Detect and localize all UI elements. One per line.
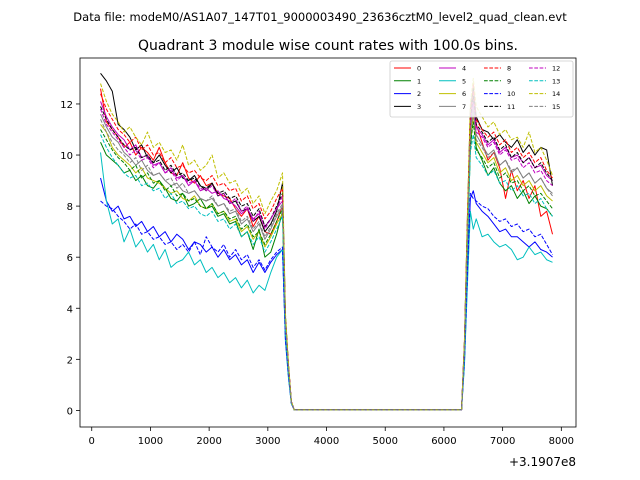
axes-background [80, 58, 576, 427]
y-tick-label: 4 [67, 304, 73, 315]
x-axis: 0 1000 2000 3000 4000 5000 6000 7000 8000 [89, 427, 574, 447]
x-tick-label: 8000 [549, 436, 574, 447]
y-tick-label: 8 [67, 202, 73, 213]
axes-frame [79, 57, 577, 428]
series-line-15 [100, 111, 553, 411]
legend-label-3: 3 [417, 103, 421, 111]
plot-area [79, 57, 577, 428]
y-tick-label: 2 [67, 355, 73, 366]
y-tick-label: 6 [67, 253, 73, 264]
y-tick-label: 10 [60, 151, 73, 162]
x-offset-label: +3.1907e8 [509, 455, 576, 469]
y-tick-label: 12 [60, 100, 73, 111]
x-tick-label: 3000 [255, 436, 280, 447]
legend-label-9: 9 [507, 77, 511, 85]
legend-label-10: 10 [507, 90, 515, 98]
legend-label-5: 5 [462, 77, 466, 85]
chart-title: Quadrant 3 module wise count rates with … [138, 38, 518, 54]
x-tick-label: 7000 [490, 436, 515, 447]
legend-label-8: 8 [507, 65, 511, 73]
legend-label-15: 15 [552, 103, 560, 111]
legend-label-4: 4 [462, 65, 466, 73]
x-tick-label: 2000 [196, 436, 221, 447]
suptitle: Data file: modeM0/AS1A07_147T01_90000034… [73, 10, 567, 24]
x-tick-label: 0 [89, 436, 95, 447]
legend-frame [389, 60, 574, 118]
x-tick-label: 6000 [431, 436, 456, 447]
x-tick-label: 4000 [314, 436, 339, 447]
legend-label-11: 11 [507, 103, 515, 111]
legend-label-0: 0 [417, 65, 421, 73]
legend-label-12: 12 [552, 65, 560, 73]
y-tick-label: 0 [67, 406, 73, 417]
legend-label-7: 7 [462, 103, 466, 111]
legend-label-1: 1 [417, 77, 421, 85]
legend-label-13: 13 [552, 77, 560, 85]
x-tick-label: 1000 [138, 436, 163, 447]
x-tick-label: 5000 [373, 436, 398, 447]
legend-label-6: 6 [462, 90, 466, 98]
y-axis: 0 2 4 6 8 10 12 [60, 100, 80, 417]
legend-label-14: 14 [552, 90, 560, 98]
legend-label-2: 2 [417, 90, 421, 98]
